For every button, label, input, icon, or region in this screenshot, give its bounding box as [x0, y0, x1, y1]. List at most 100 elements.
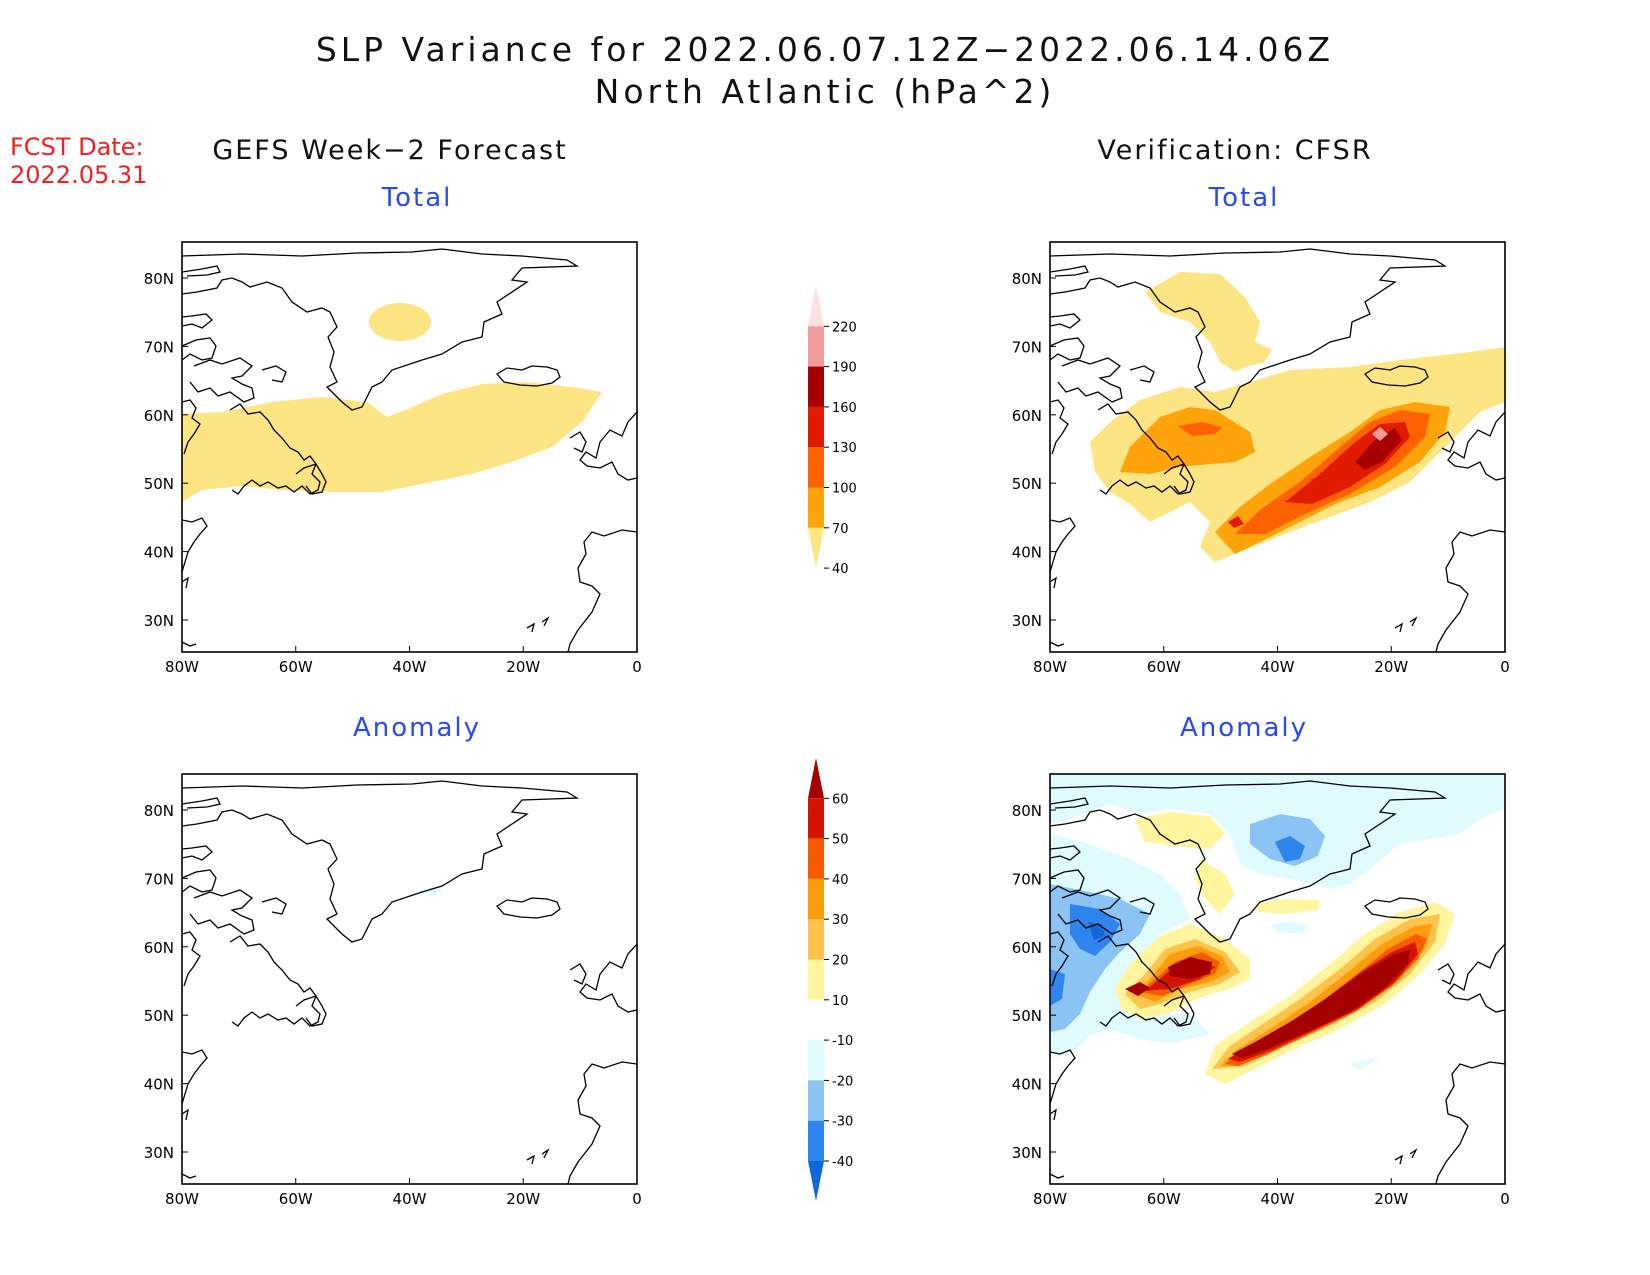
lat-tick-label: 40N — [1012, 544, 1042, 562]
colorbar-level-label: 60 — [832, 792, 849, 807]
lat-tick-label: 70N — [144, 338, 174, 356]
colorbar-swatch — [808, 878, 824, 920]
colorbar-swatch — [808, 1080, 824, 1121]
lon-tick-label: 0 — [1500, 1190, 1510, 1208]
colorbar-swatch — [808, 1040, 824, 1081]
lat-tick-label: 40N — [1012, 1076, 1042, 1094]
colorbar-swatch — [808, 959, 824, 1000]
forecast-total-fill-layer — [182, 303, 602, 502]
colorbar-level-label: 40 — [832, 873, 849, 888]
colorbar-level-label: 100 — [832, 482, 857, 497]
lon-tick-label: 80W — [165, 658, 199, 676]
lon-tick-label: 20W — [506, 658, 540, 676]
main-title: SLP Variance for 2022.06.07.12Z−2022.06.… — [315, 30, 1335, 69]
lat-tick-label: 30N — [144, 1144, 174, 1162]
colorbar-anomaly: 60 50 40 30 20 10 -10 -20 -30 -40 — [808, 758, 853, 1202]
colorbar-swatch — [808, 919, 824, 960]
colorbar-level-label: -10 — [832, 1034, 853, 1049]
lon-tick-label: 80W — [165, 1190, 199, 1208]
lat-tick-label: 50N — [144, 1007, 174, 1025]
contour-region — [417, 886, 444, 896]
lat-tick-label: 40N — [144, 544, 174, 562]
panel-title-forecast-total: Total — [381, 183, 453, 213]
map-verification-total: 80W 60W 40W 20W 0 80N 70N 60N 50N 40N 30N — [1012, 241, 1510, 676]
contour-region — [1270, 922, 1310, 934]
colorbar-swatch — [808, 838, 824, 879]
colorbar-swatch — [808, 1120, 824, 1161]
contour-region — [1350, 1057, 1380, 1070]
contour-region — [1275, 836, 1305, 862]
lat-tick-label: 60N — [1012, 407, 1042, 425]
colorbar-total: 220 190 160 130 100 70 40 — [808, 286, 857, 577]
lon-tick-label: 60W — [1147, 658, 1181, 676]
lat-tick-label: 50N — [144, 475, 174, 493]
contour-region — [1355, 428, 1402, 470]
colorbar-level-label: -40 — [832, 1155, 853, 1170]
colorbar-swatch — [808, 798, 824, 839]
map-forecast-total: 80W 60W 40W 20W 0 80N 70N 60N 50N 40N 30N — [144, 241, 642, 676]
lon-tick-label: 40W — [393, 658, 427, 676]
lat-tick-label: 30N — [1012, 612, 1042, 630]
contour-region — [1232, 950, 1410, 1058]
fcst-date-value: 2022.05.31 — [10, 161, 148, 189]
contour-region — [1090, 347, 1505, 562]
lat-tick-label: 40N — [144, 1076, 174, 1094]
colorbar-level-label: 190 — [832, 361, 857, 376]
colorbar-swatch — [808, 406, 824, 448]
contour-region — [1310, 476, 1322, 482]
contour-region — [1135, 812, 1225, 849]
contour-region — [1120, 407, 1255, 474]
contour-region — [1168, 957, 1212, 979]
lon-tick-label: 20W — [1374, 1190, 1408, 1208]
colorbar-level-label: 130 — [832, 441, 857, 456]
lat-tick-label: 70N — [1012, 338, 1042, 356]
colorbar-level-label: 70 — [832, 522, 849, 537]
lat-tick-label: 50N — [1012, 475, 1042, 493]
colorbar-swatch — [808, 758, 824, 799]
forecast-anomaly-fill-layer — [417, 886, 444, 896]
lat-tick-label: 80N — [1012, 270, 1042, 288]
right-column-header: Verification: CFSR — [1097, 135, 1373, 166]
colorbar-level-label: 160 — [832, 401, 857, 416]
lat-tick-label: 70N — [1012, 870, 1042, 888]
map-forecast-anomaly: 80W 60W 40W 20W 0 80N 70N 60N 50N 40N 30N — [144, 773, 642, 1208]
main-subtitle: North Atlantic (hPa^2) — [594, 72, 1056, 111]
panel-title-verification-anomaly: Anomaly — [1179, 713, 1309, 743]
colorbar-level-label: 10 — [832, 994, 849, 1009]
lat-tick-label: 70N — [144, 870, 174, 888]
lat-tick-label: 80N — [144, 270, 174, 288]
contour-region — [1050, 969, 1065, 1006]
lon-tick-label: 60W — [279, 1190, 313, 1208]
verification-total-fill-layer — [1090, 272, 1505, 562]
fcst-date-label: FCST Date: — [10, 133, 144, 161]
colorbar-swatch — [808, 487, 824, 528]
contour-region — [1178, 422, 1222, 436]
map-verification-anomaly: 80W 60W 40W 20W 0 80N 70N 60N 50N 40N 30N — [1012, 773, 1510, 1208]
colorbar-level-label: 30 — [832, 913, 849, 928]
lon-tick-label: 0 — [1500, 658, 1510, 676]
colorbar-level-label: 40 — [832, 562, 849, 577]
lon-tick-label: 0 — [632, 658, 642, 676]
lat-tick-label: 30N — [1012, 1144, 1042, 1162]
colorbar-swatch — [808, 447, 824, 488]
lon-tick-label: 40W — [1261, 658, 1295, 676]
colorbar-swatch — [808, 1161, 824, 1202]
colorbar-level-label: 50 — [832, 833, 849, 848]
lon-tick-label: 40W — [393, 1190, 427, 1208]
lon-tick-label: 80W — [1033, 1190, 1067, 1208]
panel-title-verification-total: Total — [1208, 183, 1280, 213]
lat-tick-label: 80N — [144, 802, 174, 820]
lat-tick-label: 60N — [1012, 939, 1042, 957]
contour-region — [1372, 427, 1388, 441]
colorbar-level-label: 220 — [832, 320, 857, 335]
contour-region — [1145, 272, 1272, 372]
colorbar-swatch — [808, 527, 824, 569]
lat-tick-label: 60N — [144, 407, 174, 425]
lon-tick-label: 20W — [506, 1190, 540, 1208]
panel-title-forecast-anomaly: Anomaly — [352, 713, 482, 743]
colorbar-level-label: -20 — [832, 1074, 853, 1089]
lat-tick-label: 30N — [144, 612, 174, 630]
lon-tick-label: 80W — [1033, 658, 1067, 676]
lon-tick-label: 60W — [279, 658, 313, 676]
contour-region — [1228, 516, 1244, 528]
